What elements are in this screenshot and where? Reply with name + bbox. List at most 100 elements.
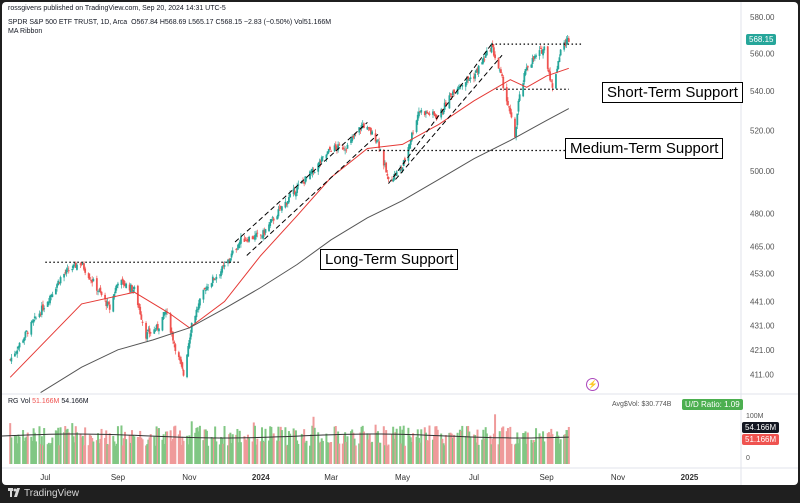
candle-body [497, 57, 500, 69]
candle-body [564, 42, 567, 47]
trend-channel-line [234, 122, 368, 243]
volume-bar [245, 440, 248, 464]
volume-bar [277, 426, 280, 464]
annotation-long-term-support: Long-Term Support [320, 249, 459, 270]
candle-body [337, 144, 340, 151]
candle-body [461, 84, 464, 87]
candle-body [172, 332, 174, 341]
candle-body [105, 300, 108, 307]
candle-body [49, 295, 51, 304]
volume-bar [133, 436, 136, 464]
candle-body [333, 145, 336, 152]
candle-body [320, 157, 323, 162]
candle-body [457, 86, 460, 89]
volume-bar [67, 432, 70, 464]
volume-bar [294, 430, 297, 464]
candle-body [99, 287, 102, 292]
volume-label: RG Vol [8, 398, 31, 405]
price-chart-svg[interactable]: 580.00 560.00 540.00 520.00 500.00 480.00 465.… [2, 2, 798, 485]
candle-body [214, 278, 217, 280]
candle-body [523, 73, 526, 82]
candle-body [563, 42, 566, 50]
volume-bar [549, 435, 552, 464]
volume-bar [498, 431, 501, 464]
lightning-icon[interactable]: ⚡ [586, 378, 599, 391]
volume-bar [350, 431, 353, 464]
candle-body [411, 132, 413, 141]
candle-body [426, 111, 429, 114]
candle-body [295, 192, 297, 197]
candle-body [551, 83, 554, 88]
candle-body [432, 111, 434, 115]
candle-body [174, 344, 177, 352]
volume-bar [540, 439, 543, 464]
candle-body [59, 277, 62, 284]
candle-body [407, 147, 410, 161]
candle-body [240, 236, 242, 244]
volume-bar [187, 444, 190, 464]
volume-bar [34, 441, 37, 464]
volume-bar [440, 433, 443, 464]
volume-bar [88, 434, 91, 464]
volume-badge-red: 51.166M [742, 434, 780, 445]
candle-body [30, 321, 33, 335]
volume-bar [442, 443, 445, 464]
candle-body [442, 110, 445, 114]
volume-bar [220, 437, 223, 464]
candle-body [386, 174, 389, 176]
volume-bar [485, 433, 488, 464]
volume-bar [456, 432, 459, 464]
volume-bar [38, 426, 41, 464]
volume-bar [71, 423, 74, 464]
volume-bar [30, 436, 33, 464]
volume-bar [375, 432, 378, 464]
volume-bar [231, 434, 234, 464]
candle-body [346, 144, 349, 149]
volume-bar [378, 442, 381, 464]
candle-body [221, 266, 224, 273]
price-tick-label: 500.00 [750, 167, 775, 176]
volume-bar [468, 431, 471, 464]
volume-bar [565, 430, 568, 464]
volume-bar [451, 437, 454, 464]
candle-body [133, 286, 136, 290]
volume-bar [113, 441, 116, 464]
candle-body [296, 186, 299, 193]
candle-body [502, 76, 505, 89]
price-tick-label: 465.00 [750, 242, 775, 251]
price-tick-label: 421.00 [750, 346, 775, 355]
volume-bar [164, 431, 167, 464]
volume-bar [400, 443, 403, 464]
candle-body [16, 350, 19, 354]
volume-bar [342, 435, 345, 464]
candle-body [526, 66, 529, 68]
candle-body [213, 278, 215, 280]
volume-bar [441, 438, 444, 464]
volume-bar [458, 429, 461, 464]
time-tick-label: 2025 [681, 473, 699, 482]
candle-body [153, 329, 156, 334]
time-tick-label: Sep [539, 473, 554, 482]
volume-bar [522, 433, 525, 464]
volume-bar [305, 440, 308, 464]
volume-bar [138, 437, 141, 464]
candle-body [533, 55, 536, 59]
candle-body [288, 197, 290, 203]
candle-body [42, 304, 44, 311]
volume-bar [15, 435, 18, 464]
volume-bar [401, 429, 404, 464]
price-tick-label: 431.00 [750, 321, 775, 330]
candle-body [138, 303, 140, 308]
volume-bar [75, 432, 78, 464]
volume-bar [510, 443, 513, 464]
volume-bar [212, 437, 215, 464]
candle-body [409, 140, 412, 145]
volume-bar [434, 426, 437, 464]
volume-bar [341, 443, 344, 464]
volume-bar [313, 427, 316, 464]
candle-body [66, 268, 69, 270]
candle-body [428, 113, 431, 115]
candle-body [231, 250, 234, 254]
volume-bar [79, 433, 82, 464]
candle-body [516, 113, 519, 126]
